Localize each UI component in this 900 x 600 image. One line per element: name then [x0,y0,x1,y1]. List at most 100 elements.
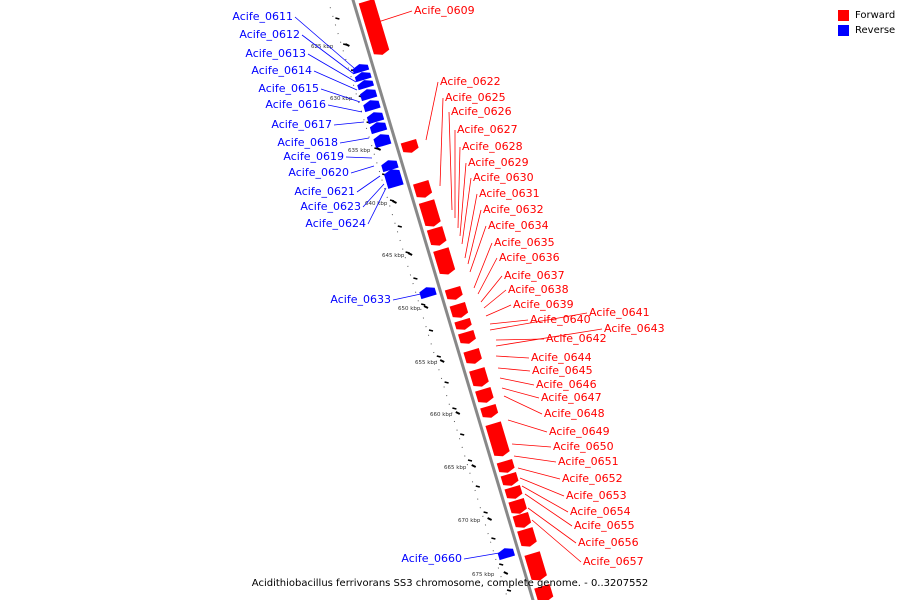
reverse-leader-line [313,70,358,91]
ruler-minor-tick [343,43,348,46]
forward-gene-block[interactable] [485,421,510,458]
reverse-gene-block[interactable] [369,120,388,135]
forward-gene-block[interactable] [475,386,494,405]
reverse-gene-label[interactable]: Acife_0617 [271,118,332,131]
forward-leader-line [499,377,535,386]
reverse-gene-block[interactable] [383,167,404,189]
forward-gene-block[interactable] [480,403,499,420]
forward-gene-label[interactable]: Acife_0654 [570,505,631,518]
forward-gene-label[interactable]: Acife_0643 [604,322,665,335]
forward-gene-block[interactable] [512,511,532,530]
forward-gene-label[interactable]: Acife_0636 [499,251,560,264]
forward-gene-block[interactable] [454,317,472,332]
reverse-gene-label[interactable]: Acife_0619 [283,150,344,163]
forward-gene-block[interactable] [517,527,537,549]
forward-gene-label[interactable]: Acife_0628 [462,140,523,153]
reverse-gene-label[interactable]: Acife_0624 [305,217,366,230]
forward-gene-label[interactable]: Acife_0650 [553,440,614,453]
forward-gene-block[interactable] [496,458,516,475]
forward-gene-label[interactable]: Acife_0634 [488,219,549,232]
forward-gene-label[interactable]: Acife_0625 [445,91,506,104]
reverse-gene-label[interactable]: Acife_0616 [265,98,326,111]
reverse-gene-block[interactable] [352,62,370,75]
forward-gene-label[interactable]: Acife_0653 [566,489,627,502]
reverse-gene-block[interactable] [354,70,372,83]
forward-gene-label[interactable]: Acife_0639 [513,298,574,311]
forward-gene-label[interactable]: Acife_0642 [546,332,607,345]
ruler-minor-tick [444,381,449,384]
forward-leader-line [448,111,453,211]
reverse-gene-label[interactable]: Acife_0618 [277,136,338,149]
reverse-gene-label[interactable]: Acife_0611 [232,10,293,23]
forward-gene-label[interactable]: Acife_0647 [541,391,602,404]
forward-gene-block[interactable] [444,285,464,302]
forward-gene-label[interactable]: Acife_0629 [468,156,529,169]
forward-gene-label[interactable]: Acife_0641 [589,306,650,319]
forward-gene-block[interactable] [508,497,527,516]
reverse-leader-line [301,34,355,75]
forward-gene-block[interactable] [534,584,554,600]
forward-gene-block[interactable] [469,367,489,389]
forward-leader-line [459,162,467,237]
reverse-gene-block[interactable] [366,110,385,125]
forward-gene-block[interactable] [449,301,469,320]
forward-gene-block[interactable] [358,0,390,57]
ruler: 625 kbp 630 kbp 635 kbp 640 kbp 645 kbp 650 k… [311,0,512,600]
reverse-gene-label[interactable]: Acife_0613 [245,47,306,60]
reverse-gene-label[interactable]: Acife_0615 [258,82,319,95]
forward-gene-label[interactable]: Acife_0627 [457,123,518,136]
forward-gene-label[interactable]: Acife_0645 [532,364,593,377]
reverse-gene-label[interactable]: Acife_0623 [300,200,361,213]
forward-gene-label[interactable]: Acife_0609 [414,4,475,17]
forward-gene-label[interactable]: Acife_0640 [530,313,591,326]
forward-gene-block[interactable] [413,180,433,200]
forward-gene-block[interactable] [418,199,442,229]
legend-reverse-label: Reverse [855,25,896,36]
ruler-tick [471,464,477,468]
forward-gene-label[interactable]: Acife_0657 [583,555,644,568]
forward-gene-block[interactable] [504,484,524,501]
forward-leader-line [511,443,552,448]
forward-gene-label[interactable]: Acife_0652 [562,472,623,485]
forward-gene-block[interactable] [524,551,547,582]
reverse-gene-block[interactable] [359,87,378,102]
forward-gene-label[interactable]: Acife_0656 [578,536,639,549]
ruler-tick [487,517,493,521]
reverse-gene-label[interactable]: Acife_0614 [251,64,312,77]
forward-gene-label[interactable]: Acife_0648 [544,407,605,420]
forward-gene-label[interactable]: Acife_0651 [558,455,619,468]
forward-gene-block[interactable] [463,347,482,366]
reverse-gene-block[interactable] [497,546,515,561]
forward-gene-label[interactable]: Acife_0632 [483,203,544,216]
forward-gene-label[interactable]: Acife_0649 [549,425,610,438]
forward-gene-label[interactable]: Acife_0635 [494,236,555,249]
reverse-gene-label[interactable]: Acife_0621 [294,185,355,198]
forward-gene-label[interactable]: Acife_0637 [504,269,565,282]
forward-leader-line [495,328,603,347]
forward-gene-label[interactable]: Acife_0631 [479,187,540,200]
reverse-gene-block[interactable] [356,78,375,91]
reverse-gene-block[interactable] [373,132,392,149]
forward-gene-label[interactable]: Acife_0655 [574,519,635,532]
forward-leader-line [497,367,531,372]
ruler-minor-tick [413,277,418,280]
forward-gene-label[interactable]: Acife_0630 [473,171,534,184]
forward-gene-block[interactable] [500,471,520,488]
reverse-gene-label[interactable]: Acife_0620 [288,166,349,179]
forward-gene-label[interactable]: Acife_0638 [508,283,569,296]
reverse-gene-block[interactable] [419,285,437,300]
reverse-gene-label[interactable]: Acife_0660 [401,552,462,565]
forward-gene-label[interactable]: Acife_0622 [440,75,501,88]
forward-gene-block[interactable] [433,247,456,277]
label-leader-lines [294,10,603,563]
reverse-gene-block[interactable] [362,98,381,113]
reverse-gene-label[interactable]: Acife_0612 [239,28,300,41]
forward-gene-block[interactable] [458,329,477,346]
forward-gene-label[interactable]: Acife_0646 [536,378,597,391]
forward-gene-block[interactable] [426,226,447,248]
forward-gene-block[interactable] [400,138,420,155]
reverse-gene-block[interactable] [380,158,399,173]
forward-gene-label[interactable]: Acife_0626 [451,105,512,118]
forward-gene-label[interactable]: Acife_0644 [531,351,592,364]
reverse-gene-label[interactable]: Acife_0633 [330,293,391,306]
